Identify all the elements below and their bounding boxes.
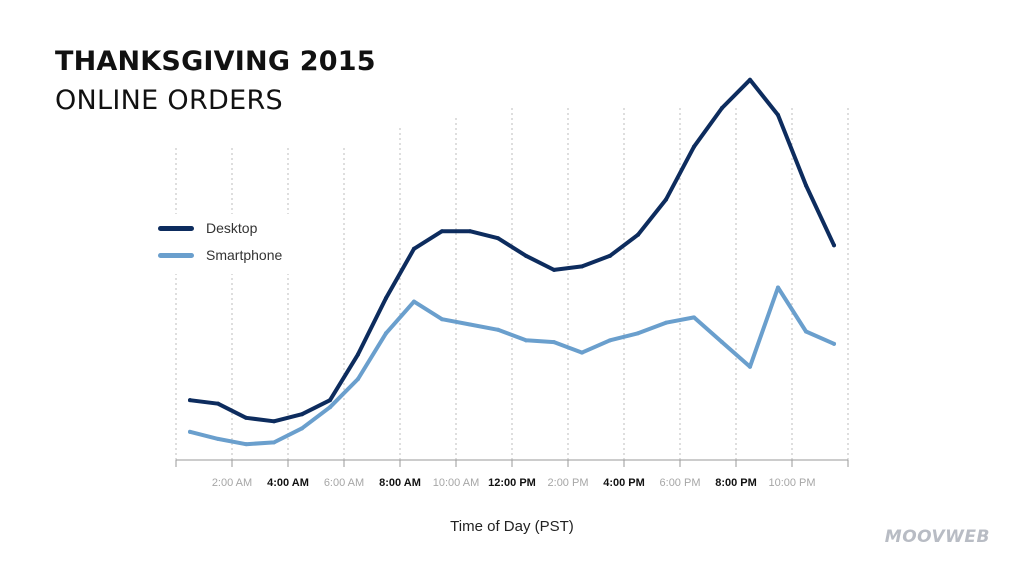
data-point-smartphone xyxy=(188,429,192,434)
grid-lines xyxy=(175,108,849,460)
x-tick-label: 2:00 AM xyxy=(212,477,252,489)
chart-subtitle: ONLINE ORDERS xyxy=(55,85,283,116)
data-point-desktop xyxy=(412,246,416,251)
chart-title: THANKSGIVING 2015 xyxy=(55,46,376,77)
data-point-desktop xyxy=(692,144,696,149)
data-point-desktop xyxy=(328,398,332,403)
data-point-smartphone xyxy=(804,329,808,334)
x-tick-label: 8:00 AM xyxy=(379,477,421,489)
series-line-desktop xyxy=(188,77,836,424)
series-line-smartphone xyxy=(188,285,836,447)
data-point-smartphone xyxy=(552,340,556,345)
data-point-smartphone xyxy=(356,377,360,382)
data-point-smartphone xyxy=(776,285,780,290)
x-tick-label: 4:00 PM xyxy=(603,477,645,489)
data-point-desktop xyxy=(664,197,668,202)
data-point-desktop xyxy=(384,296,388,301)
data-point-desktop xyxy=(216,401,220,406)
moovweb-logo: MOOVWEB xyxy=(884,527,990,547)
data-point-desktop xyxy=(188,398,192,403)
data-point-desktop xyxy=(524,253,528,258)
data-point-desktop xyxy=(496,236,500,241)
x-tick-label: 8:00 PM xyxy=(715,477,757,489)
data-point-smartphone xyxy=(440,317,444,322)
x-tick-label: 12:00 PM xyxy=(488,477,536,489)
x-tick-label: 4:00 AM xyxy=(267,477,309,489)
x-tick-label: 6:00 PM xyxy=(660,477,701,489)
data-point-smartphone xyxy=(468,322,472,327)
legend-item-smartphone: Smartphone xyxy=(158,247,282,263)
data-point-desktop xyxy=(748,77,752,82)
data-point-smartphone xyxy=(384,331,388,336)
data-point-desktop xyxy=(580,264,584,269)
data-point-smartphone xyxy=(636,331,640,336)
data-point-desktop xyxy=(356,352,360,357)
data-point-desktop xyxy=(300,412,304,417)
legend-swatch-desktop xyxy=(158,225,194,231)
x-axis-label: Time of Day (PST) xyxy=(450,518,574,535)
data-point-desktop xyxy=(552,267,556,272)
data-point-desktop xyxy=(776,113,780,118)
legend-item-desktop: Desktop xyxy=(158,220,257,236)
data-point-smartphone xyxy=(608,338,612,343)
x-tick-label: 2:00 PM xyxy=(548,477,589,489)
series-lines xyxy=(188,77,836,447)
data-point-smartphone xyxy=(524,338,528,343)
data-point-smartphone xyxy=(216,436,220,441)
x-tick-label: 10:00 AM xyxy=(433,477,479,489)
data-point-smartphone xyxy=(832,341,836,346)
data-point-smartphone xyxy=(720,340,724,345)
data-point-desktop xyxy=(832,243,836,248)
data-point-desktop xyxy=(804,183,808,188)
legend-swatch-smartphone xyxy=(158,252,194,258)
data-point-desktop xyxy=(440,229,444,234)
data-point-smartphone xyxy=(748,364,752,369)
data-point-smartphone xyxy=(580,350,584,355)
data-point-desktop xyxy=(272,419,276,424)
data-point-desktop xyxy=(244,415,248,420)
x-axis xyxy=(175,459,849,467)
legend-label-smartphone: Smartphone xyxy=(206,247,283,263)
data-point-smartphone xyxy=(328,405,332,410)
data-point-desktop xyxy=(608,253,612,258)
data-point-smartphone xyxy=(244,442,248,447)
legend-label-desktop: Desktop xyxy=(206,220,258,236)
x-tick-label: 6:00 AM xyxy=(324,477,364,489)
data-point-smartphone xyxy=(664,320,668,325)
data-point-smartphone xyxy=(300,426,304,431)
data-point-desktop xyxy=(468,229,472,234)
legend: Desktop Smartphone xyxy=(150,214,300,274)
data-point-smartphone xyxy=(272,440,276,445)
data-point-desktop xyxy=(720,106,724,110)
x-tick-label: 10:00 PM xyxy=(768,477,815,489)
data-point-desktop xyxy=(636,232,640,237)
x-tick-labels: 2:00 AM 4:00 AM 6:00 AM 8:00 AM 10:00 AM 12:0… xyxy=(212,477,816,489)
data-point-smartphone xyxy=(496,327,500,332)
data-point-smartphone xyxy=(692,315,696,320)
data-point-smartphone xyxy=(412,299,416,304)
